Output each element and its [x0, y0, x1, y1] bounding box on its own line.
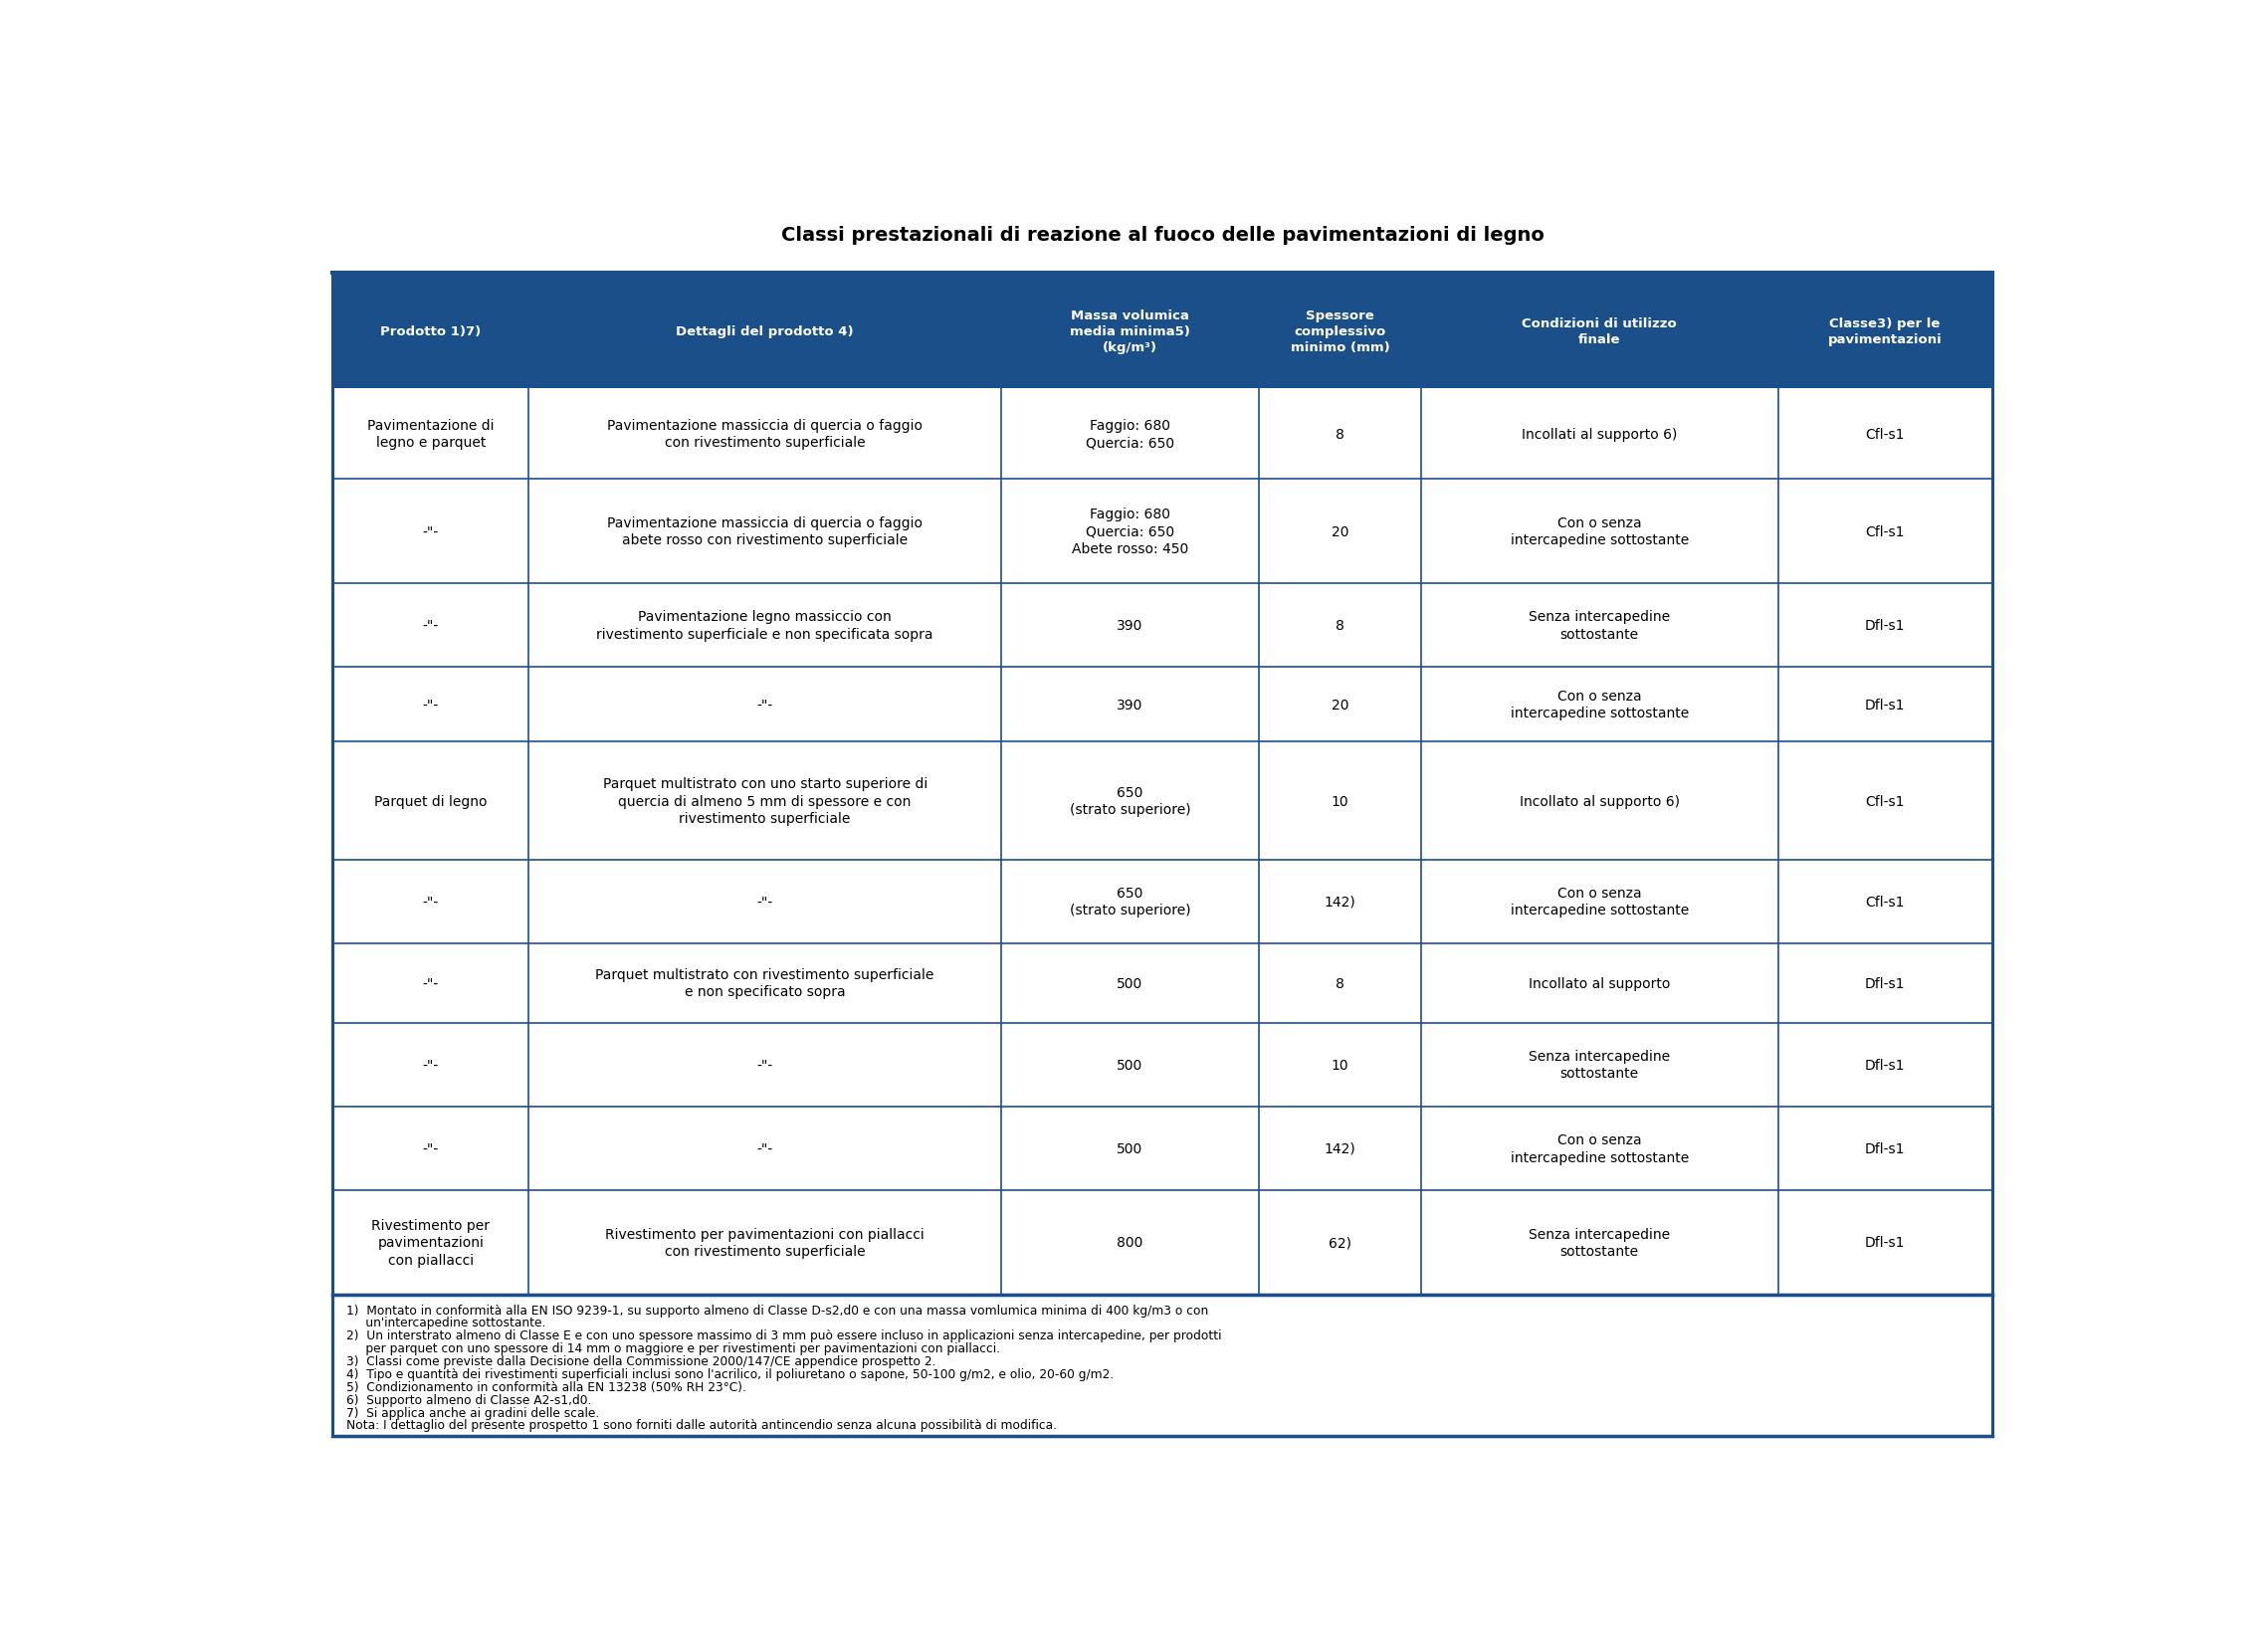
Text: Incollato al supporto: Incollato al supporto [1529, 977, 1672, 990]
Text: 8: 8 [1336, 618, 1345, 633]
Text: Dfl-s1: Dfl-s1 [1864, 1236, 1905, 1249]
Text: per parquet con uno spessore di 14 mm o maggiore e per rivestimenti per paviment: per parquet con uno spessore di 14 mm o … [347, 1342, 1000, 1355]
Bar [333, 1023, 1991, 1107]
Text: Senza intercapedine
sottostante: Senza intercapedine sottostante [1529, 610, 1669, 641]
Text: 62): 62) [1329, 1236, 1352, 1249]
Bar [333, 1295, 1991, 1437]
Text: Dfl-s1: Dfl-s1 [1864, 977, 1905, 990]
Text: 142): 142) [1325, 1142, 1356, 1155]
Text: Con o senza
intercapedine sottostante: Con o senza intercapedine sottostante [1510, 690, 1690, 721]
Text: -"-: -"- [422, 895, 438, 908]
Text: -"-: -"- [758, 1142, 773, 1155]
Text: 650
(strato superiore): 650 (strato superiore) [1070, 886, 1191, 917]
Text: Parquet di legno: Parquet di legno [374, 794, 488, 807]
Text: Massa volumica
media minima5)
(kg/m³): Massa volumica media minima5) (kg/m³) [1070, 308, 1191, 354]
Text: Cfl-s1: Cfl-s1 [1864, 895, 1905, 908]
Text: Cfl-s1: Cfl-s1 [1864, 794, 1905, 807]
Text: Prodotto 1)7): Prodotto 1)7) [381, 325, 481, 338]
Bar [333, 742, 1991, 860]
Text: 10: 10 [1331, 1059, 1349, 1072]
Bar [333, 1191, 1991, 1295]
Text: Incollati al supporto 6): Incollati al supporto 6) [1522, 427, 1678, 442]
Text: 142): 142) [1325, 895, 1356, 908]
Text: Con o senza
intercapedine sottostante: Con o senza intercapedine sottostante [1510, 886, 1690, 917]
Text: Condizioni di utilizzo
finale: Condizioni di utilizzo finale [1522, 316, 1676, 346]
Bar [333, 274, 1991, 1295]
Text: Spessore
complessivo
minimo (mm): Spessore complessivo minimo (mm) [1290, 308, 1390, 354]
Text: -"-: -"- [422, 977, 438, 990]
Text: 800: 800 [1116, 1236, 1143, 1249]
Text: Senza intercapedine
sottostante: Senza intercapedine sottostante [1529, 1049, 1669, 1080]
Text: Dfl-s1: Dfl-s1 [1864, 698, 1905, 711]
Text: 500: 500 [1116, 1059, 1143, 1072]
Bar [333, 584, 1991, 667]
Text: 10: 10 [1331, 794, 1349, 807]
Text: 500: 500 [1116, 977, 1143, 990]
Text: Incollato al supporto 6): Incollato al supporto 6) [1520, 794, 1681, 807]
Text: 650
(strato superiore): 650 (strato superiore) [1070, 786, 1191, 817]
Text: Rivestimento per pavimentazioni con piallacci
con rivestimento superficiale: Rivestimento per pavimentazioni con pial… [606, 1227, 925, 1258]
Bar [333, 944, 1991, 1023]
Text: Pavimentazione legno massiccio con
rivestimento superficiale e non specificata s: Pavimentazione legno massiccio con rives… [596, 610, 934, 641]
Text: Classi prestazionali di reazione al fuoco delle pavimentazioni di legno: Classi prestazionali di reazione al fuoc… [780, 225, 1545, 245]
Text: Parquet multistrato con rivestimento superficiale
e non specificato sopra: Parquet multistrato con rivestimento sup… [596, 967, 934, 998]
Text: Pavimentazione di
legno e parquet: Pavimentazione di legno e parquet [367, 419, 494, 450]
Text: 390: 390 [1116, 698, 1143, 711]
Text: Faggio: 680
Quercia: 650: Faggio: 680 Quercia: 650 [1086, 419, 1175, 450]
Text: Cfl-s1: Cfl-s1 [1864, 525, 1905, 538]
Text: Parquet multistrato con uno starto superiore di
quercia di almeno 5 mm di spesso: Parquet multistrato con uno starto super… [603, 776, 928, 825]
Bar [333, 390, 1991, 480]
Bar [333, 667, 1991, 742]
Text: 4)  Tipo e quantità dei rivestimenti superficiali inclusi sono l'acrilico, il po: 4) Tipo e quantità dei rivestimenti supe… [347, 1367, 1114, 1380]
Text: 6)  Supporto almeno di Classe A2-s1,d0.: 6) Supporto almeno di Classe A2-s1,d0. [347, 1393, 592, 1406]
Text: Dfl-s1: Dfl-s1 [1864, 1142, 1905, 1155]
Text: -"-: -"- [422, 525, 438, 538]
Text: 8: 8 [1336, 977, 1345, 990]
Text: Con o senza
intercapedine sottostante: Con o senza intercapedine sottostante [1510, 1134, 1690, 1165]
Text: Con o senza
intercapedine sottostante: Con o senza intercapedine sottostante [1510, 515, 1690, 548]
Text: Faggio: 680
Quercia: 650
Abete rosso: 450: Faggio: 680 Quercia: 650 Abete rosso: 45… [1073, 507, 1188, 556]
Text: 500: 500 [1116, 1142, 1143, 1155]
Text: Dfl-s1: Dfl-s1 [1864, 618, 1905, 633]
Text: 3)  Classi come previste dalla Decisione della Commissione 2000/147/CE appendice: 3) Classi come previste dalla Decisione … [347, 1355, 937, 1367]
Text: -"-: -"- [758, 698, 773, 711]
Text: Rivestimento per
pavimentazioni
con piallacci: Rivestimento per pavimentazioni con pial… [372, 1218, 490, 1267]
Text: -"-: -"- [422, 618, 438, 633]
Bar [333, 860, 1991, 944]
Text: Pavimentazione massiccia di quercia o faggio
abete rosso con rivestimento superf: Pavimentazione massiccia di quercia o fa… [608, 515, 923, 548]
Text: Classe3) per le
pavimentazioni: Classe3) per le pavimentazioni [1828, 316, 1941, 346]
Text: -"-: -"- [422, 1142, 438, 1155]
Text: 20: 20 [1331, 525, 1349, 538]
Text: Dfl-s1: Dfl-s1 [1864, 1059, 1905, 1072]
Bar [333, 480, 1991, 584]
Text: Dettagli del prodotto 4): Dettagli del prodotto 4) [676, 325, 853, 338]
Text: -"-: -"- [758, 1059, 773, 1072]
Text: 8: 8 [1336, 427, 1345, 442]
Text: -"-: -"- [758, 895, 773, 908]
Text: 5)  Condizionamento in conformità alla EN 13238 (50% RH 23°C).: 5) Condizionamento in conformità alla EN… [347, 1380, 746, 1393]
Text: 390: 390 [1116, 618, 1143, 633]
Text: 7)  Si applica anche ai gradini delle scale.: 7) Si applica anche ai gradini delle sca… [347, 1406, 599, 1419]
Text: -"-: -"- [422, 1059, 438, 1072]
Text: Senza intercapedine
sottostante: Senza intercapedine sottostante [1529, 1227, 1669, 1258]
Text: Cfl-s1: Cfl-s1 [1864, 427, 1905, 442]
Text: -"-: -"- [422, 698, 438, 711]
Text: 20: 20 [1331, 698, 1349, 711]
Text: Nota: I dettaglio del presente prospetto 1 sono forniti dalle autorità antincend: Nota: I dettaglio del presente prospetto… [347, 1419, 1057, 1432]
Text: Pavimentazione massiccia di quercia o faggio
con rivestimento superficiale: Pavimentazione massiccia di quercia o fa… [608, 419, 923, 450]
Text: 1)  Montato in conformità alla EN ISO 9239-1, su supporto almeno di Classe D-s2,: 1) Montato in conformità alla EN ISO 923… [347, 1303, 1209, 1316]
Bar [333, 1107, 1991, 1191]
Text: un'intercapedine sottostante.: un'intercapedine sottostante. [347, 1316, 547, 1329]
Bar [333, 274, 1991, 390]
Text: 2)  Un interstrato almeno di Classe E e con uno spessore massimo di 3 mm può ess: 2) Un interstrato almeno di Classe E e c… [347, 1329, 1222, 1342]
